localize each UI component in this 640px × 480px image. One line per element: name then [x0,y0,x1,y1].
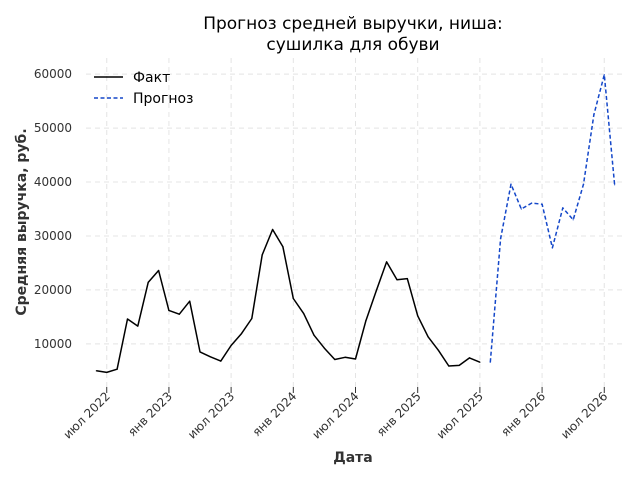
forecast-point [510,183,512,185]
fact-point [396,279,398,281]
fact-point [251,317,253,320]
x-axis-label: Дата [333,450,372,466]
y-tick-label: 60000 [34,67,72,81]
legend-label-forecast: Прогноз [133,91,194,107]
fact-point [427,336,429,338]
legend: Факт Прогноз [94,70,194,107]
fact-point [220,360,222,362]
x-tick-label: июл 2024 [309,389,361,441]
fact-point [406,277,408,280]
fact-point [147,281,149,283]
fact-point [230,344,232,347]
fact-point [261,254,263,256]
forecast-point [572,219,574,221]
fact-point [168,309,170,312]
y-tick-label: 50000 [34,121,72,135]
chart-title-line-1: Прогноз средней выручки, ниша: [203,14,503,34]
forecast-point [520,208,522,210]
fact-point [375,290,377,292]
fact-point [448,365,450,367]
x-tick-label: янв 2024 [250,389,300,439]
y-tick-label: 20000 [34,283,72,297]
legend-label-fact: Факт [133,70,170,86]
x-tick-label: янв 2023 [125,389,175,439]
forecast-point [489,361,491,363]
fact-point [417,315,419,317]
forecast-point [603,74,605,76]
fact-point [303,313,305,315]
fact-point [479,361,481,363]
y-tick-label: 30000 [34,229,72,243]
x-tick-label: июл 2025 [434,389,486,441]
series-lines [95,73,616,374]
x-tick-label: янв 2025 [374,389,424,439]
fact-point [209,356,211,358]
fact-point [313,334,315,336]
fact-point [354,358,357,360]
forecast-point [500,238,502,240]
fact-point [468,357,471,359]
fact-point [458,364,460,367]
x-tick-label: июл 2023 [185,389,237,441]
forecast-point [541,203,543,205]
series-line-fact [96,228,481,374]
fact-point [334,358,336,361]
x-tick-label: июл 2026 [558,389,610,441]
fact-point [126,318,129,320]
chart-title-line-2: сушилка для обуви [266,35,439,55]
forecast-point [551,247,554,249]
grid [86,58,625,387]
fact-point [106,371,108,374]
fact-point [178,313,180,315]
forecast-point [593,114,595,116]
fact-point [199,351,201,353]
fact-point [189,300,191,302]
fact-point [323,347,326,349]
fact-point [385,261,388,263]
fact-point [365,320,367,322]
y-tick-label: 40000 [34,175,72,189]
fact-point [344,356,346,358]
fact-point [437,349,440,351]
forecast-point [614,184,616,186]
x-axis-ticks: июл 2022 янв 2023 июл 2023 янв 2024 июл 2024… [61,387,610,442]
fact-point [271,228,274,231]
fact-point [95,370,97,372]
y-axis-ticks: 10000 20000 30000 40000 50000 60000 [34,67,72,351]
forecast-point [562,207,564,209]
fact-point [116,368,118,370]
x-tick-label: июл 2022 [61,389,113,441]
forecast-point [531,202,533,204]
fact-point [282,246,284,248]
fact-point [137,325,139,327]
x-tick-label: янв 2026 [498,389,548,439]
series-line-forecast [489,73,616,363]
y-tick-label: 10000 [34,337,72,351]
fact-point [157,269,160,272]
fact-point [240,333,243,335]
fact-point [292,297,294,300]
y-axis-label: Средняя выручка, руб. [14,128,30,315]
forecast-point [582,183,585,185]
